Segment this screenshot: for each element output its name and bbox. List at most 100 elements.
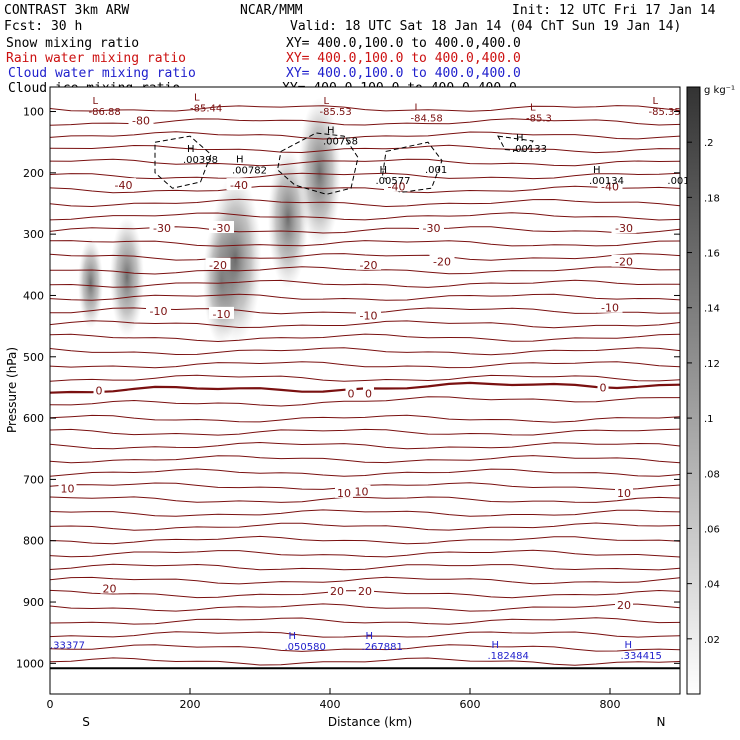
colorbar-tick-label: .08: [704, 469, 720, 480]
contour-label: 20: [103, 583, 117, 596]
contour-label-bg: [352, 484, 371, 497]
low-label-value: -84.58: [411, 113, 443, 124]
isotherm-line: [49, 549, 681, 558]
cloud-water-label-value: .33377: [50, 641, 85, 652]
snow-high-label-symbol: H: [516, 133, 524, 144]
contour-label: -40: [230, 179, 248, 192]
colorbar-tick-label: .2: [704, 138, 714, 149]
snow-contour: [154, 135, 212, 189]
isotherm-line: [49, 293, 681, 301]
contour-label: -20: [433, 256, 451, 269]
isotherm-line: [49, 212, 681, 221]
low-label-symbol: L: [194, 92, 200, 103]
contour-label-bg: [363, 386, 374, 399]
contour-label-bg: [384, 179, 409, 192]
isotherm-line: [49, 535, 681, 545]
isotherm-line: [49, 320, 681, 329]
contour-label-bg: [611, 221, 637, 234]
x-tick-label: 600: [460, 698, 481, 711]
isotherm-line: [49, 266, 681, 275]
isotherm-line: [49, 657, 681, 666]
isotherm-line: [49, 576, 681, 585]
low-label-value: -85.3: [526, 113, 552, 124]
x-tick-label: 200: [180, 698, 201, 711]
contour-label-bg: [209, 221, 234, 234]
field-xy-rain: XY= 400.0,100.0 to 400.0,400.0: [286, 51, 521, 66]
contour-label-bg: [226, 178, 252, 191]
contour-label-bg: [597, 300, 623, 313]
contour-label-bg: [146, 303, 171, 316]
y-tick-label: 200: [23, 167, 44, 180]
colorbar-tick-label: .04: [704, 580, 720, 591]
low-label-value: -86.88: [89, 107, 121, 118]
contour-label-bg: [58, 481, 77, 494]
isotherm-line: [49, 118, 681, 126]
cloud-water-label-symbol: H: [625, 640, 633, 651]
init-time: Init: 12 UTC Fri 17 Jan 14: [512, 3, 716, 18]
org-title: NCAR/MMM: [240, 3, 303, 18]
contour-label: 0: [96, 385, 103, 398]
cloud-water-label-symbol: H: [366, 631, 374, 642]
isotherm-line: [49, 185, 681, 194]
extrema-labels: L-86.88L-85.44L-85.53 L-84.58L-85.3L-85.3…: [50, 92, 696, 662]
snow-contours: [154, 132, 534, 195]
contour-label: 20: [330, 585, 344, 598]
isotherm-line: [49, 496, 681, 503]
contour-label-bg: [615, 598, 633, 611]
isotherm-line: [49, 172, 681, 180]
contour-label-bg: [209, 306, 234, 319]
isotherm-line: [49, 468, 681, 477]
y-tick-label: 500: [23, 351, 44, 364]
contour-label: 20: [617, 599, 631, 612]
colorbar-tick-label: .14: [704, 304, 720, 315]
y-axis-label: Pressure (hPa): [5, 347, 19, 433]
field-xy-snow: XY= 400.0,100.0 to 400.0,400.0: [286, 36, 521, 51]
snow-contour: [381, 141, 443, 194]
low-label-symbol: L: [93, 96, 99, 107]
isotherm-line: [49, 522, 681, 531]
ice-shading-blob: [298, 97, 341, 248]
contour-label: 0: [600, 381, 607, 394]
contour-label: 10: [617, 487, 631, 500]
contour-label-bg: [335, 485, 353, 498]
field-label-cloud-water: Cloud water mixing ratio: [8, 66, 196, 81]
isotherm-line: [49, 361, 681, 369]
contour-label: 20: [358, 585, 372, 598]
y-tick-label: 600: [23, 412, 44, 425]
contour-label-bg: [356, 583, 374, 596]
low-label-symbol: L: [530, 102, 536, 113]
isotherm-line: [49, 428, 681, 436]
isotherm-line: [49, 374, 681, 382]
contour-label-bg: [419, 221, 444, 234]
snow-contour: [497, 135, 534, 152]
contour-label: -40: [115, 179, 133, 192]
colorbar-tick-label: .06: [704, 524, 720, 535]
contour-label: 10: [337, 487, 351, 500]
isotherm-line: [49, 279, 680, 288]
colorbar-tick-label: .18: [704, 193, 720, 204]
isotherm-line: [49, 240, 681, 247]
contour-label: -80: [132, 115, 150, 128]
cloud-water-label-symbol: H: [289, 631, 297, 642]
field-xy-cloud-water: XY= 400.0,100.0 to 400.0,400.0: [286, 66, 521, 81]
ice-shading-blob: [110, 217, 144, 338]
low-label-value: -85.35: [649, 107, 681, 118]
contour-label: -30: [423, 222, 441, 235]
contour-label-bg: [345, 386, 357, 399]
snow-high-label-value: .00133: [512, 144, 547, 155]
x-axis-start-label: S: [82, 715, 90, 729]
isotherm-line: [49, 441, 681, 450]
y-tick-label: 900: [23, 596, 44, 609]
isotherm-line: [49, 414, 681, 423]
snow-high-label-value: .00398: [183, 155, 218, 166]
contour-label-bg: [128, 113, 154, 126]
contour-labels: -80 -40 -40 -40 -40 -30 -30 -30 -30 -20 -20 -20 -20 -…: [58, 113, 637, 612]
contour-label: -10: [601, 302, 619, 315]
colorbar-unit: g kg⁻¹: [704, 85, 735, 96]
contour-label: -10: [150, 305, 168, 318]
y-tick-label: 400: [23, 289, 44, 302]
contour-label-bg: [328, 583, 346, 596]
contour-label-bg: [149, 221, 175, 234]
isotherm-line: [49, 253, 681, 261]
